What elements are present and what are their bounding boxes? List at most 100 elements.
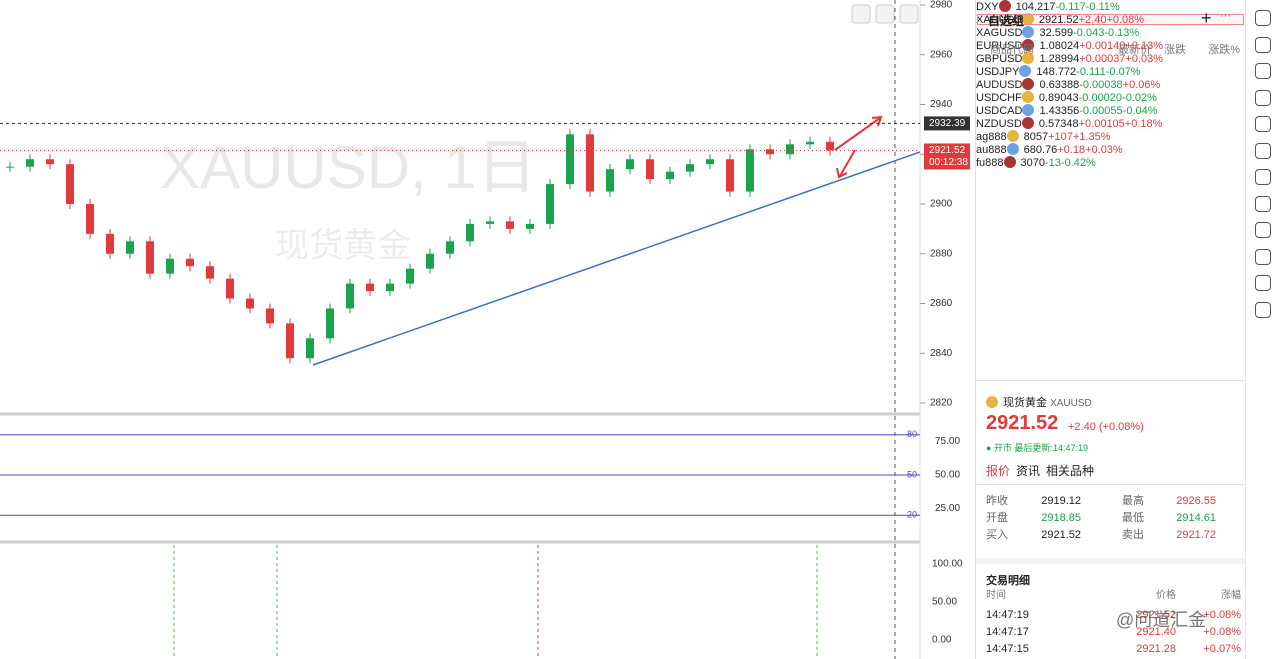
candle [26, 159, 34, 167]
chart-bg [0, 0, 975, 659]
cell: 14:47:17 [986, 626, 1029, 638]
flag [1022, 78, 1035, 90]
side-icon[interactable] [1255, 248, 1271, 265]
candle [786, 144, 794, 155]
watchlist: DXY 104.217-0.117-0.11% XAUUSD 2921.52+2.40… [976, 0, 1245, 169]
tab[interactable]: 相关品种 [1046, 464, 1095, 478]
stat-value: 2926.55 [1176, 495, 1216, 507]
watchlist-row[interactable]: ag888 8057+107+1.35% [976, 130, 1245, 143]
side-icon[interactable] [1255, 169, 1271, 185]
cell: +107 [1048, 131, 1073, 143]
cell: -0.00020 [1078, 92, 1123, 104]
watchlist-row[interactable]: AUDUSD 0.63388-0.00038+0.06% [976, 78, 1245, 91]
tab[interactable]: 报价 [986, 464, 1011, 478]
watchlist-row[interactable]: XAGUSD 32.599-0.043-0.13% [976, 26, 1245, 39]
quote-price: 2921.52 [986, 412, 1059, 434]
quote-code: XAUUSD [1050, 398, 1092, 409]
cell: -0.043 [1073, 27, 1105, 39]
divider [976, 380, 1245, 381]
candle [646, 159, 654, 180]
symbol: GBPUSD [976, 53, 1023, 65]
side-icon[interactable] [1255, 63, 1271, 79]
stat-label: 最低 [1122, 512, 1144, 524]
toolbar [851, 4, 919, 24]
stat-value: 2921.52 [1041, 529, 1081, 541]
level-label: 80 [907, 429, 917, 439]
side-icon[interactable] [1255, 10, 1271, 26]
y-tick-label: 2840 [930, 348, 953, 359]
cell: +0.18 [1057, 144, 1086, 156]
candle [266, 308, 274, 324]
candle [46, 159, 54, 165]
cell: -0.117 [1055, 1, 1086, 13]
candle [606, 169, 614, 192]
y-tick-label: 2980 [930, 0, 953, 11]
cell: -13 [1045, 157, 1061, 169]
cell: 2921.28 [1136, 643, 1176, 655]
candle [126, 241, 134, 254]
cell: -0.11% [1085, 1, 1120, 13]
cell: 1.28994 [1039, 53, 1080, 65]
symbol: EURUSD [976, 40, 1023, 52]
candle [426, 253, 434, 269]
side-icon[interactable] [1255, 301, 1271, 318]
flag [1022, 39, 1035, 51]
side-icon[interactable] [1255, 89, 1271, 106]
side-icon[interactable] [1255, 116, 1271, 132]
watchlist-row[interactable]: GBPUSD 1.28994+0.00037+0.03% [976, 52, 1245, 65]
side-icon[interactable] [1255, 222, 1271, 238]
button[interactable] [899, 4, 919, 24]
button[interactable] [875, 4, 895, 24]
watchlist-row[interactable]: XAUUSD 2921.52+2.40+0.08% [976, 13, 1245, 26]
symbol: AUDUSD [976, 79, 1023, 91]
arrow-down [836, 149, 856, 179]
side-icon[interactable] [1255, 275, 1271, 291]
y-tick-label: 2820 [930, 398, 953, 409]
tabs: 报价 资讯 相关品种 [986, 462, 1100, 479]
candle [226, 278, 234, 299]
watchlist-row[interactable]: NZDUSD 0.57348+0.00105+0.18% [976, 117, 1245, 130]
watchlist-row[interactable]: USDCHF 0.89043-0.00020-0.02% [976, 91, 1245, 104]
more-button[interactable]: ··· [1220, 10, 1231, 22]
tab[interactable]: 资讯 [1016, 464, 1041, 478]
side-panel: 自选组 + ··· 商品代码 最新价 涨跌 涨跌% DXY 104.217-0.117-… [975, 0, 1245, 659]
cell: 14:47:15 [986, 643, 1029, 655]
watchlist-row[interactable]: DXY 104.217-0.117-0.11% [976, 0, 1245, 13]
candle [286, 323, 294, 359]
candle [106, 233, 114, 254]
column-header: 最新价 [1118, 44, 1151, 56]
watchlist-row[interactable]: EURUSD 1.08024+0.00140+0.13% [976, 39, 1245, 52]
stat-value: 2921.72 [1176, 529, 1216, 541]
candle [366, 283, 374, 292]
symbol: NZDUSD [976, 118, 1022, 130]
stat-value: 2914.61 [1176, 512, 1216, 524]
watchlist-row[interactable]: fu888 3070-13-0.42% [976, 156, 1245, 169]
trades-title: 交易明细 [986, 575, 1030, 587]
add-button[interactable]: + [1201, 8, 1212, 28]
button[interactable] [851, 4, 871, 24]
cell: 14:47:19 [986, 609, 1029, 621]
watchlist-title[interactable]: 自选组 [988, 14, 1025, 28]
side-icon[interactable] [1255, 142, 1271, 159]
stat-value: 2919.12 [1041, 495, 1081, 507]
candle [766, 149, 774, 155]
quote-head: 现货黄金 XAUUSD [986, 394, 1092, 410]
flag [998, 0, 1011, 12]
cell: 2921.52 [1136, 609, 1176, 621]
candle [746, 149, 754, 192]
chart: XAUUSD, 1日 现货黄金 298029602940292029002880… [0, 0, 975, 659]
candle [186, 258, 194, 267]
cell: +2.40 [1078, 14, 1107, 26]
side-icon[interactable] [1255, 195, 1271, 212]
watchlist-row[interactable]: USDJPY 148.772-0.111-0.07% [976, 65, 1245, 78]
watchlist-row[interactable]: USDCAD 1.43356-0.00055-0.04% [976, 104, 1245, 117]
symbol: XAUUSD [976, 14, 1022, 26]
icon [986, 396, 998, 408]
side-icon[interactable] [1255, 36, 1271, 53]
watchlist-row[interactable]: au888 680.76+0.18+0.03% [976, 143, 1245, 156]
flag [1021, 13, 1034, 25]
stat-label: 开盘 [986, 512, 1008, 524]
cell: 1.08024 [1039, 40, 1080, 52]
y-tick-label: 0.00 [932, 635, 952, 646]
cell: 8057 [1023, 131, 1049, 143]
